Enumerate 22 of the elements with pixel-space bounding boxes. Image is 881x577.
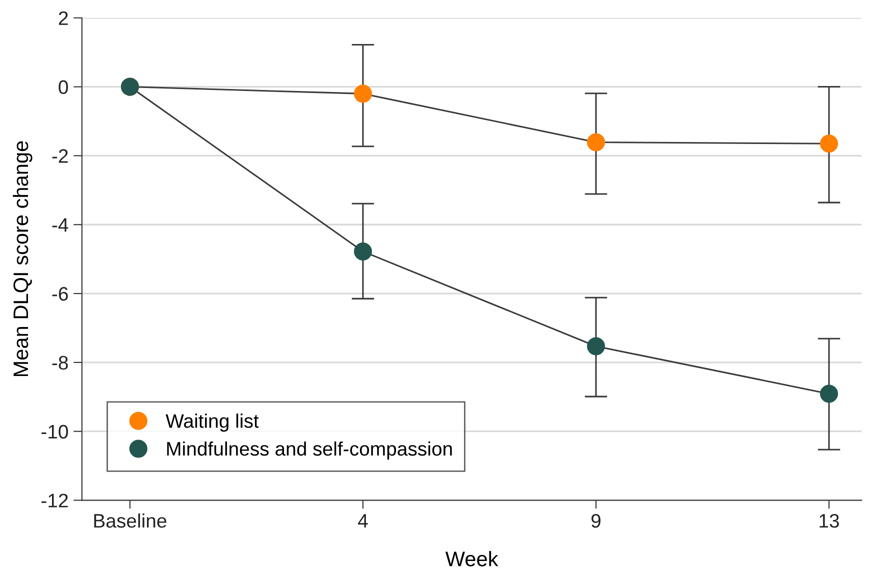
y-tick-label: -8 bbox=[52, 356, 68, 370]
x-tick-label: Baseline bbox=[94, 513, 166, 528]
y-axis-title: Mean DLQI score change bbox=[12, 141, 32, 376]
point bbox=[354, 242, 372, 261]
point bbox=[586, 337, 606, 356]
y-tick-label: -6 bbox=[52, 286, 68, 301]
y-tick-label: -4 bbox=[52, 218, 68, 232]
x-tick-label: 4 bbox=[358, 514, 368, 528]
point bbox=[354, 84, 372, 103]
y-tick-label: -2 bbox=[52, 149, 68, 163]
x-axis-title: Week bbox=[445, 551, 498, 566]
x-tick-label: 13 bbox=[820, 514, 839, 528]
legend-label: Waiting list bbox=[166, 414, 259, 432]
y-tick-label: -10 bbox=[42, 424, 68, 439]
point bbox=[820, 134, 838, 153]
point bbox=[586, 133, 606, 152]
y-tick-label: 2 bbox=[58, 11, 68, 25]
y-tick-label: -12 bbox=[42, 494, 68, 508]
x-tick-label: 9 bbox=[591, 514, 600, 528]
legend-label: Mindfulness and self-compassion bbox=[167, 441, 452, 460]
y-tick-label: 0 bbox=[58, 80, 68, 94]
point bbox=[820, 384, 838, 403]
